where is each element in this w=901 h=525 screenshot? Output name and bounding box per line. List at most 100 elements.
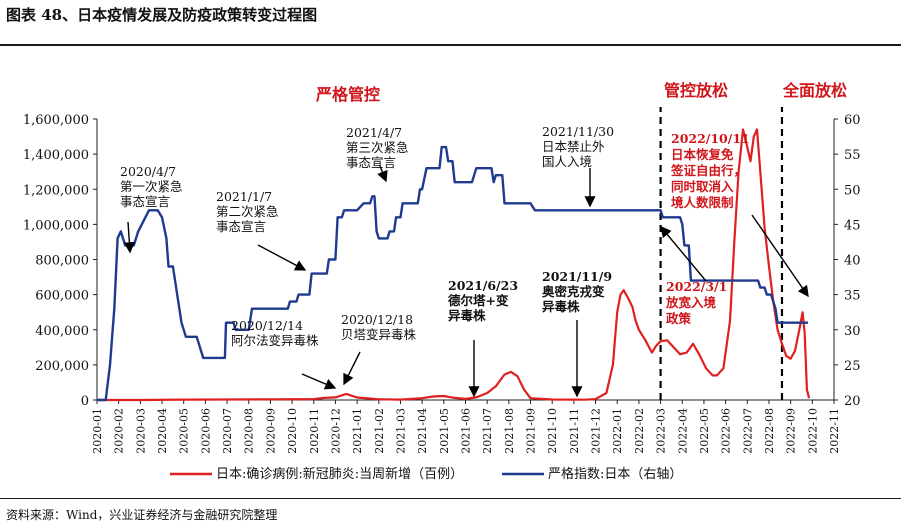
annotation-line: 日本恢复免 [671,147,734,162]
x-axis-tick-label: 2022-01 [611,408,624,454]
annotation-line: 德尔塔+变 [448,293,509,308]
annotation-line: 第三次紧急 [346,140,409,155]
left-axis-tick-label: 800,000 [35,254,89,269]
annotation-line: 2020/12/18 [341,312,413,327]
annotation-arrow [257,244,307,271]
left-axis-tick-label: 600,000 [35,289,89,304]
x-axis-tick-label: 2022-02 [633,408,646,454]
x-axis-tick-label: 2021-03 [394,408,407,454]
annotation-a6: 2020/12/18 贝塔变异毒株 [341,312,417,342]
phase-label: 严格管控 [315,85,380,104]
x-axis-tick-label: 2022-03 [655,408,668,454]
legend-label-stringency: 严格指数:日本（右轴） [548,466,682,482]
annotation-a2: 2021/1/7 第二次紧急事态宣言 [216,189,279,234]
x-axis-tick-label: 2020-06 [199,408,212,454]
x-axis-tick-label: 2022-11 [828,408,841,454]
annotation-a3: 2021/4/7 第三次紧急事态宣言 [346,125,409,170]
x-axis-tick-label: 2022-08 [763,408,776,454]
right-axis-tick-label: 40 [844,254,861,269]
x-axis-tick-label: 2021-10 [546,408,559,454]
annotation-line: 第一次紧急 [120,179,183,194]
x-axis-tick-label: 2020-08 [243,408,256,454]
x-axis-tick-label: 2020-07 [221,408,234,454]
annotation-a1: 2020/4/7 第一次紧急事态宣言 [120,164,183,209]
x-axis-tick-label: 2021-04 [416,408,429,454]
annotation-a8: 2021/11/9 奥密克戎变异毒株 [542,269,612,314]
annotation-line: 异毒株 [448,308,486,323]
x-axis-tick-label: 2021-11 [568,408,581,454]
x-axis-tick-label: 2020-10 [286,408,299,454]
top-rule [0,44,901,46]
annotation-arrow [123,221,135,254]
annotation-a4: 2021/11/30 日本禁止外国人入境 [542,124,614,169]
series-line-stringency [97,145,808,402]
x-axis-tick-label: 2020-01 [91,408,104,454]
annotation-line: 阿尔法变异毒株 [231,333,319,348]
x-axis-tick-label: 2020-05 [178,408,191,454]
figure-title: 图表 48、日本疫情发展及防疫政策转变过程图 [6,6,318,24]
right-axis-tick-label: 50 [844,183,861,198]
right-axis-tick-label: 55 [844,148,861,163]
annotation-arrow [660,225,707,282]
annotation-line: 事态宣言 [346,155,396,170]
x-axis-tick-label: 2020-12 [329,408,342,454]
annotation-line: 2022/10/11 [671,131,750,146]
annotation-line: 奥密克戎变 [542,284,605,299]
annotation-line: 日本禁止外 [542,139,605,154]
annotation-line: 放宽入境 [665,295,717,310]
left-axis-tick-label: 1,400,000 [23,148,89,163]
annotation-line: 2021/4/7 [346,125,402,140]
right-axis-tick-label: 35 [844,289,861,304]
annotation-line: 2021/11/30 [542,124,614,139]
right-axis-tick-label: 60 [844,113,861,128]
annotation-arrow [751,214,809,298]
annotation-a10: 2022/3/1 放宽入境政策 [665,279,727,326]
left-axis-tick-label: 0 [81,394,89,409]
x-axis-tick-label: 2022-06 [720,408,733,454]
x-axis-tick-label: 2020-09 [264,408,277,454]
right-axis-tick-label: 45 [844,218,861,233]
x-axis-tick-label: 2020-04 [156,408,169,454]
x-axis-tick-label: 2020-03 [134,408,147,454]
right-axis-tick-label: 25 [844,359,861,374]
x-axis-tick-label: 2020-11 [308,408,321,454]
x-axis-tick-label: 2022-05 [698,408,711,454]
x-axis-tick-label: 2021-01 [351,408,364,454]
annotation-line: 贝塔变异毒株 [341,327,417,342]
source-note: 资料来源：Wind，兴业证券经济与金融研究院整理 [6,508,278,522]
x-axis-tick-label: 2021-08 [503,408,516,454]
x-axis-tick-label: 2021-07 [481,408,494,454]
annotation-a9: 2022/10/11 日本恢复免签证自由行，同时取消入境人数限制 [670,131,750,210]
x-axis-tick-label: 2020-02 [113,408,126,454]
series-line-cases [97,128,811,402]
x-axis-tick-label: 2021-05 [438,408,451,454]
phase-label: 全面放松 [782,81,847,100]
annotation-line: 同时取消入 [671,179,734,194]
annotation-line: 2021/6/23 [448,278,518,293]
annotation-line: 2021/11/9 [542,269,612,284]
annotation-line: 2020/4/7 [120,164,176,179]
right-axis-tick-label: 30 [844,324,861,339]
annotation-line: 事态宣言 [216,219,266,234]
annotation-line: 2020/12/14 [231,318,303,333]
bottom-rule [0,498,901,499]
left-axis-tick-label: 1,000,000 [23,218,89,233]
phase-label: 管控放松 [664,81,728,100]
annotation-line: 第二次紧急 [216,204,279,219]
x-axis-tick-label: 2022-10 [806,408,819,454]
annotation-arrow [343,351,361,386]
annotation-line: 境人数限制 [671,195,734,210]
x-axis-tick-label: 2022-09 [785,408,798,454]
annotation-line: 事态宣言 [120,194,170,209]
x-axis-tick-label: 2021-12 [590,408,603,454]
legend-label-cases: 日本:确诊病例:新冠肺炎:当周新增（百例） [216,466,463,482]
left-axis-tick-label: 200,000 [35,359,89,374]
right-axis-tick-label: 20 [844,394,861,409]
x-axis-tick-label: 2021-06 [460,408,473,454]
annotation-a5: 2020/12/14 阿尔法变异毒株 [231,318,319,348]
x-axis-tick-label: 2021-09 [525,408,538,454]
annotation-line: 2021/1/7 [216,189,272,204]
annotation-arrow [377,165,388,183]
left-axis-tick-label: 1,200,000 [23,183,89,198]
